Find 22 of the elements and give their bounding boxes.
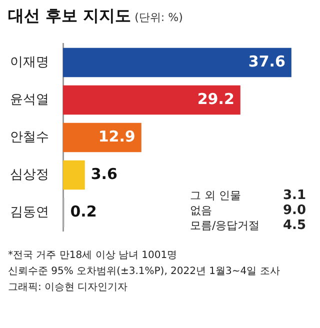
text: 그 외 인물 3.1 bbox=[190, 188, 306, 203]
text: 모름/응답거절 4.5 bbox=[190, 218, 306, 233]
bar bbox=[63, 48, 292, 78]
bar bbox=[63, 122, 142, 152]
data-label: 12.9 bbox=[98, 127, 136, 146]
text: 신뢰수준 95% 오차범위(±3.1%P), 2022년 1월3~4일 조사 bbox=[8, 265, 280, 279]
chart-title: 대선 후보 지지도 bbox=[8, 6, 132, 25]
chart-subtitle: (단위: %) bbox=[134, 11, 183, 24]
data-label: 3.6 bbox=[90, 164, 118, 183]
text: 없음 9.0 bbox=[190, 203, 306, 218]
y-tick-label: 안철수 bbox=[10, 130, 49, 145]
y-tick-label: 김동연 bbox=[10, 204, 49, 220]
text: 그래픽: 이승현 디자인기자 bbox=[8, 281, 129, 295]
data-label: 0.2 bbox=[70, 202, 97, 220]
y-tick-label: 심상정 bbox=[10, 167, 49, 182]
bar bbox=[63, 160, 85, 190]
y-tick-label: 윤석열 bbox=[10, 92, 49, 108]
data-label: 37.6 bbox=[248, 52, 286, 70]
text: *전국 거주 만18세 이상 남녀 1001명 bbox=[8, 249, 178, 263]
y-tick-label: 이재명 bbox=[10, 54, 49, 70]
data-label: 29.2 bbox=[197, 90, 234, 108]
bar bbox=[63, 85, 240, 115]
